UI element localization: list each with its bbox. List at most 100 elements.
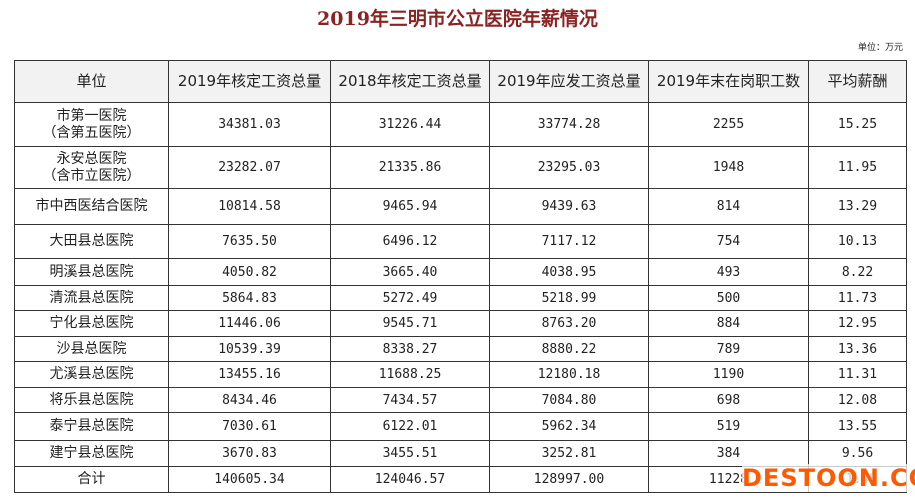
header-cell: 平均薪酬 [808,60,907,103]
table-row: 宁化县总医院 11446.06 9545.71 8763.20 884 12.95 [14,310,907,337]
watermark: DESTOON.COM [742,464,915,492]
row-label: 尤溪县总医院 [14,361,169,388]
cell: 5864.83 [168,285,331,311]
cell: 493 [648,258,809,286]
cell: 814 [648,188,809,225]
cell: 10814.58 [168,188,331,225]
cell: 6122.01 [330,412,490,441]
cell: 8434.46 [168,387,331,413]
header-row: 单位 2019年核定工资总量 2018年核定工资总量 2019年应发工资总量 2019年… [14,60,907,103]
cell: 1948 [648,146,809,189]
row-label: 宁化县总医院 [14,310,169,337]
cell: 13.36 [808,336,907,362]
cell: 3665.40 [330,258,490,286]
row-label: 明溪县总医院 [14,258,169,286]
table-row: 将乐县总医院 8434.46 7434.57 7084.80 698 12.08 [14,387,907,413]
cell: 9439.63 [489,188,649,225]
cell: 5962.34 [489,412,649,441]
table-row: 泰宁县总医院 7030.61 6122.01 5962.34 519 13.55 [14,412,907,441]
cell: 23295.03 [489,146,649,189]
cell: 384 [648,440,809,467]
row-label: 泰宁县总医院 [14,412,169,441]
cell: 7030.61 [168,412,331,441]
table-row: 明溪县总医院 4050.82 3665.40 4038.95 493 8.22 [14,258,907,286]
cell: 8.22 [808,258,907,286]
table-row: 建宁县总医院 3670.83 3455.51 3252.81 384 9.56 [14,440,907,467]
cell: 13.55 [808,412,907,441]
row-label: 建宁县总医院 [14,440,169,467]
cell: 13.29 [808,188,907,225]
cell: 9.56 [808,440,907,467]
cell: 7084.80 [489,387,649,413]
cell: 519 [648,412,809,441]
salary-table: 单位 2019年核定工资总量 2018年核定工资总量 2019年应发工资总量 2019年… [14,60,907,493]
cell: 8763.20 [489,310,649,337]
cell: 8338.27 [330,336,490,362]
cell: 15.25 [808,102,907,147]
header-cell: 2018年核定工资总量 [330,60,490,103]
cell: 140605.34 [168,466,331,493]
header-cell: 2019年核定工资总量 [168,60,331,103]
cell: 698 [648,387,809,413]
table-row: 尤溪县总医院 13455.16 11688.25 12180.18 1190 11.31 [14,361,907,388]
cell: 12.95 [808,310,907,337]
cell: 34381.03 [168,102,331,147]
cell: 124046.57 [330,466,490,493]
cell: 10.13 [808,224,907,259]
cell: 7117.12 [489,224,649,259]
cell: 4038.95 [489,258,649,286]
cell: 33774.28 [489,102,649,147]
header-cell: 单位 [14,60,169,103]
table-row: 永安总医院 （含市立医院） 23282.07 21335.86 23295.03 194… [14,146,907,189]
cell: 8880.22 [489,336,649,362]
cell: 128997.00 [489,466,649,493]
cell: 3455.51 [330,440,490,467]
row-label: 市第一医院 （含第五医院） [14,102,169,147]
row-label: 合计 [14,466,169,493]
cell: 21335.86 [330,146,490,189]
cell: 884 [648,310,809,337]
cell: 4050.82 [168,258,331,286]
cell: 5272.49 [330,285,490,311]
cell: 31226.44 [330,102,490,147]
cell: 11446.06 [168,310,331,337]
row-label: 沙县总医院 [14,336,169,362]
row-label: 永安总医院 （含市立医院） [14,146,169,189]
cell: 11.95 [808,146,907,189]
cell: 11.73 [808,285,907,311]
row-label: 大田县总医院 [14,224,169,259]
cell: 11.31 [808,361,907,388]
cell: 3252.81 [489,440,649,467]
cell: 9465.94 [330,188,490,225]
cell: 12180.18 [489,361,649,388]
cell: 7635.50 [168,224,331,259]
cell: 7434.57 [330,387,490,413]
row-label: 将乐县总医院 [14,387,169,413]
cell: 10539.39 [168,336,331,362]
cell: 789 [648,336,809,362]
table-row: 清流县总医院 5864.83 5272.49 5218.99 500 11.73 [14,285,907,311]
cell: 13455.16 [168,361,331,388]
table-row: 市第一医院 （含第五医院） 34381.03 31226.44 33774.28 225… [14,102,907,147]
cell: 6496.12 [330,224,490,259]
row-label: 清流县总医院 [14,285,169,311]
cell: 1190 [648,361,809,388]
row-label: 市中西医结合医院 [14,188,169,225]
header-cell: 2019年末在岗职工数 [648,60,809,103]
cell: 500 [648,285,809,311]
cell: 754 [648,224,809,259]
cell: 2255 [648,102,809,147]
cell: 11688.25 [330,361,490,388]
cell: 5218.99 [489,285,649,311]
cell: 12.08 [808,387,907,413]
table-row: 市中西医结合医院 10814.58 9465.94 9439.63 814 13.29 [14,188,907,225]
table-row: 大田县总医院 7635.50 6496.12 7117.12 754 10.13 [14,224,907,259]
table-row: 沙县总医院 10539.39 8338.27 8880.22 789 13.36 [14,336,907,362]
header-cell: 2019年应发工资总量 [489,60,649,103]
cell: 9545.71 [330,310,490,337]
title: 2019年三明市公立医院年薪情况 [317,8,598,30]
cell: 23282.07 [168,146,331,189]
cell: 3670.83 [168,440,331,467]
